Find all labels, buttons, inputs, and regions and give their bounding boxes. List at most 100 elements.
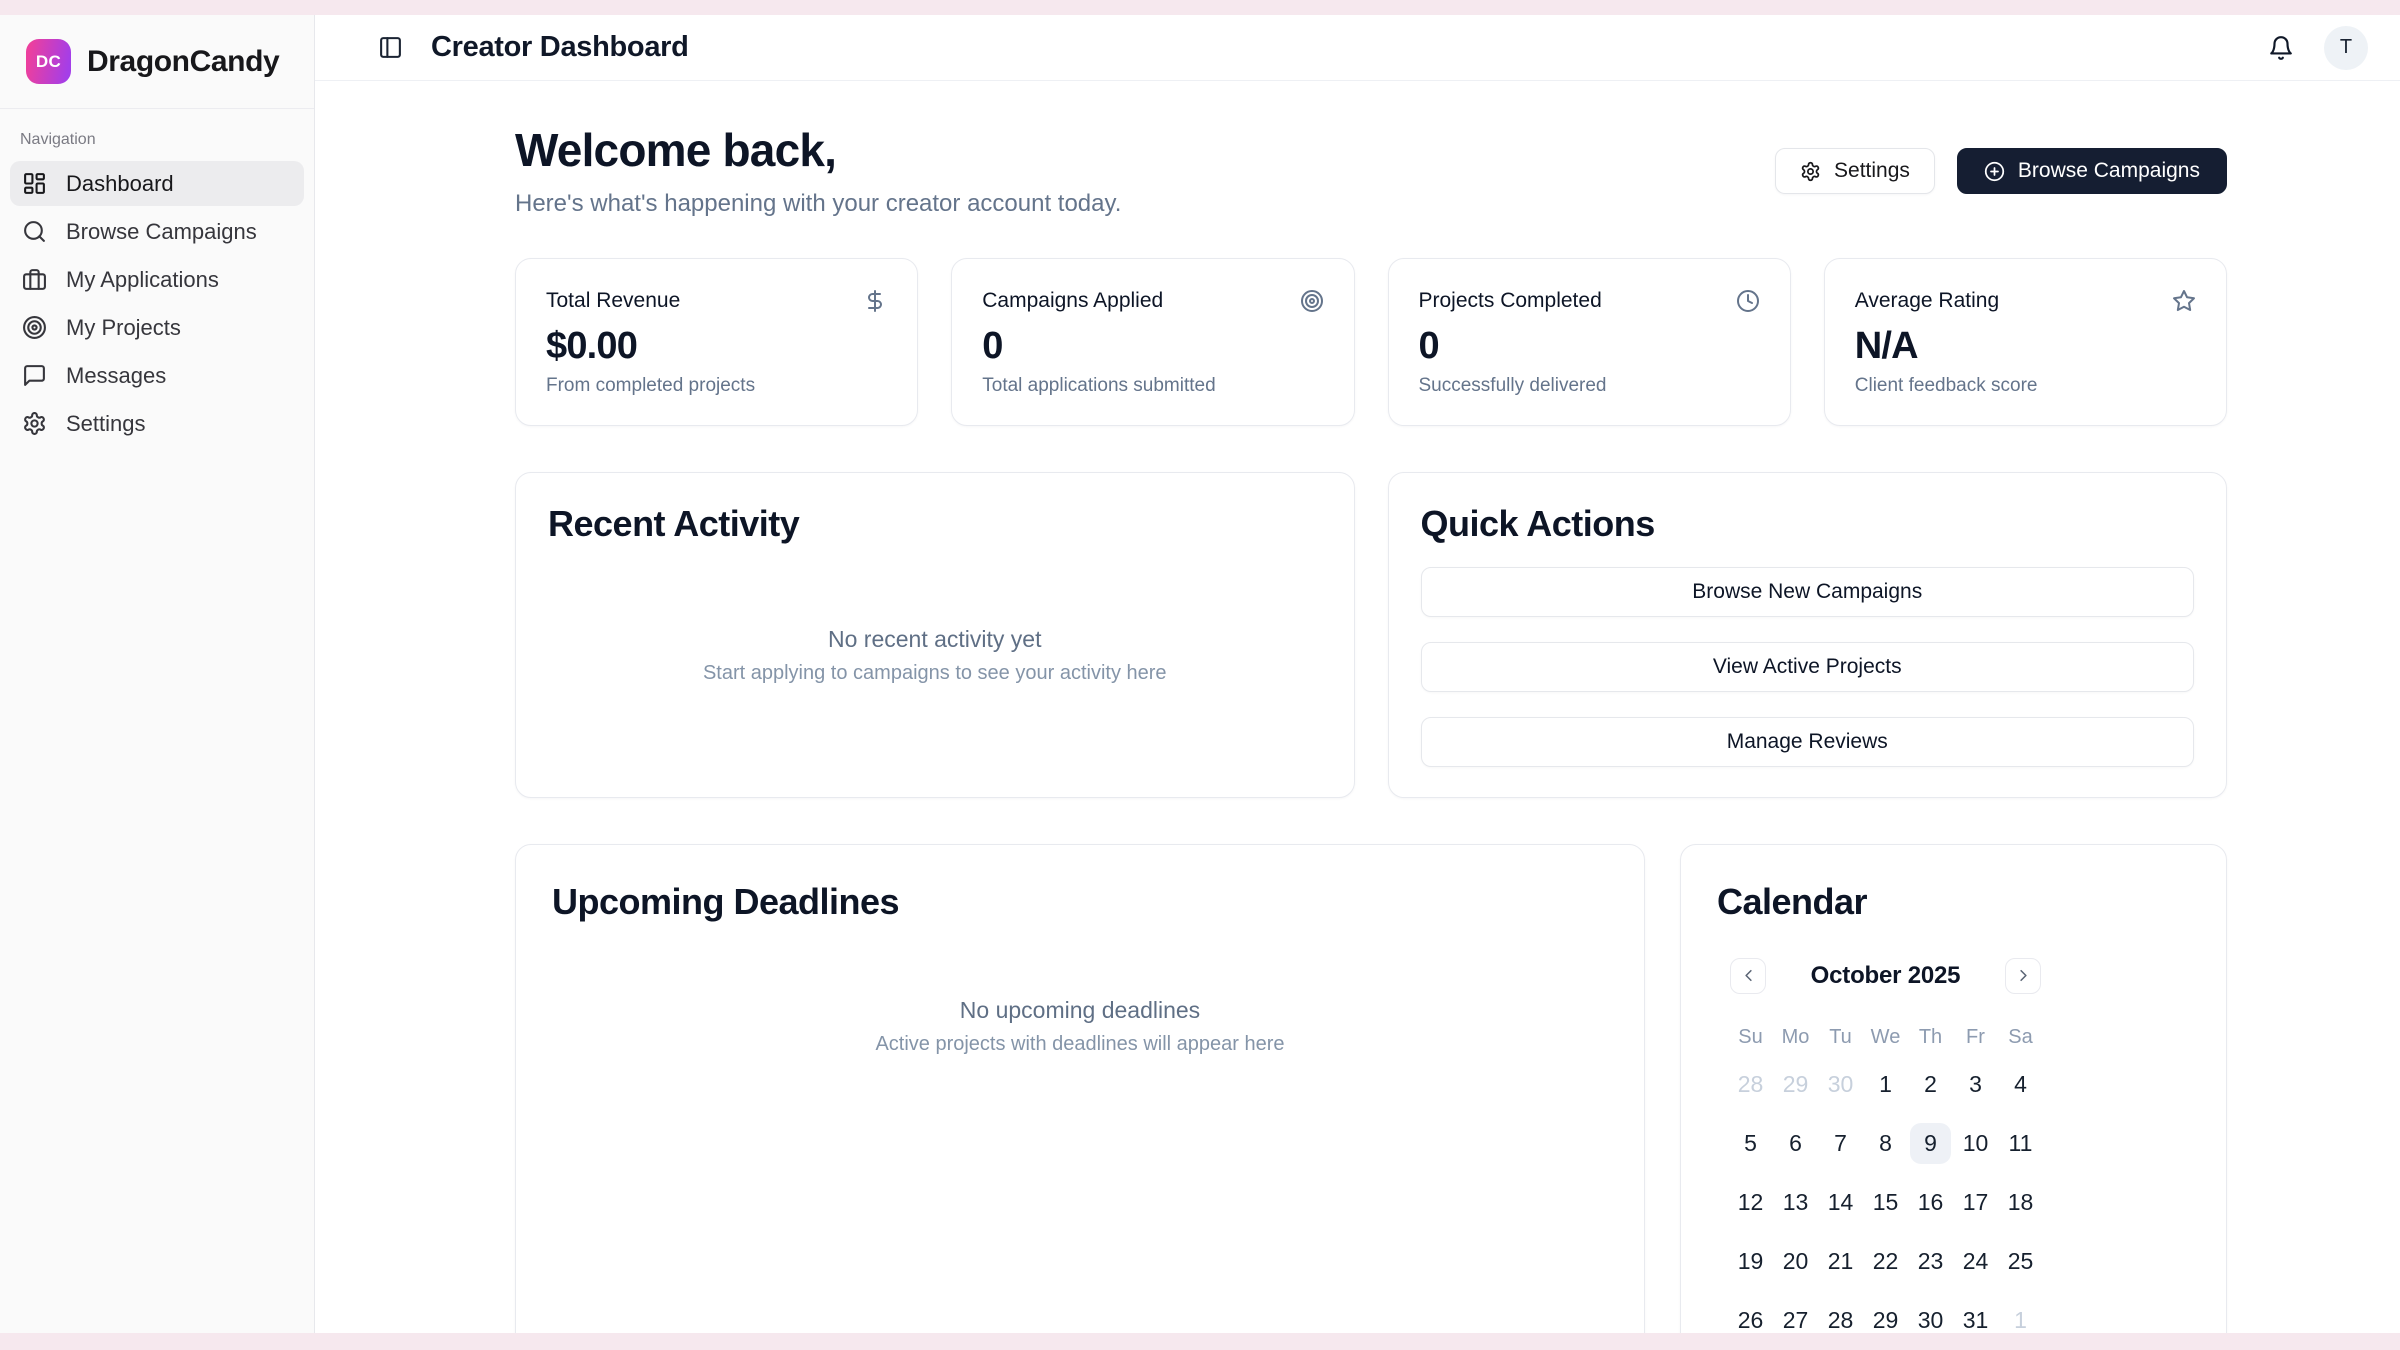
nav-section-label: Navigation xyxy=(20,131,96,148)
bell-icon xyxy=(2268,35,2294,61)
message-icon xyxy=(22,363,47,388)
calendar-day-cell[interactable]: 7 xyxy=(1834,1129,1847,1156)
calendar-day-cell[interactable]: 18 xyxy=(2007,1188,2034,1215)
calendar-day-cell[interactable]: 26 xyxy=(1737,1306,1764,1333)
calendar-day-cell[interactable]: 13 xyxy=(1782,1188,1809,1215)
briefcase-icon xyxy=(22,267,47,292)
sidebar-item-my-applications[interactable]: My Applications xyxy=(10,257,304,302)
upcoming-deadlines-card: Upcoming Deadlines No upcoming deadlines… xyxy=(515,843,1645,1350)
calendar-day-cell[interactable]: 5 xyxy=(1744,1129,1757,1156)
calendar-day-cell[interactable]: 25 xyxy=(2007,1247,2034,1274)
calendar-weekday-label: We xyxy=(1870,1026,1901,1049)
calendar-day-cell[interactable]: 11 xyxy=(2008,1129,2033,1156)
clock-icon xyxy=(1736,289,1760,313)
sidebar-item-my-projects[interactable]: My Projects xyxy=(10,305,304,350)
quick-action-button[interactable]: Browse New Campaigns xyxy=(1420,566,2194,617)
notifications-button[interactable] xyxy=(2264,31,2298,65)
settings-button-label: Settings xyxy=(1834,159,1910,183)
quick-actions-card: Quick Actions Browse New Campaigns View … xyxy=(1387,471,2227,798)
calendar-day-cell[interactable]: 29 xyxy=(1782,1070,1809,1097)
settings-button[interactable]: Settings xyxy=(1775,148,1935,195)
welcome-heading: Welcome back, xyxy=(515,124,837,176)
calendar-day-cell[interactable]: 20 xyxy=(1782,1247,1809,1274)
calendar-day-cell[interactable]: 28 xyxy=(1827,1306,1854,1333)
calendar-day-cell[interactable]: 22 xyxy=(1872,1247,1899,1274)
quick-actions-title: Quick Actions xyxy=(1420,502,1656,544)
brand-name: DragonCandy xyxy=(87,44,280,78)
stat-subtitle: Client feedback score xyxy=(1854,374,2038,396)
calendar-day-cell[interactable]: 31 xyxy=(1962,1306,1989,1333)
welcome-subtitle: Here's what's happening with your creato… xyxy=(515,189,1122,217)
main-area: Creator Dashboard T Welcome back, Here's… xyxy=(315,15,2400,1350)
quick-action-button[interactable]: View Active Projects xyxy=(1420,641,2194,692)
stat-card-average-rating: Average Rating N/A Client feedback score xyxy=(1823,257,2227,426)
calendar-day-cell[interactable]: 28 xyxy=(1737,1070,1764,1097)
calendar-card: Calendar October 2025 xyxy=(1680,843,2227,1350)
calendar-prev-month-button[interactable] xyxy=(1730,957,1766,994)
calendar-day-cell[interactable]: 21 xyxy=(1827,1247,1854,1274)
calendar-day-cell[interactable]: 9 xyxy=(1910,1122,1951,1164)
dollar-icon xyxy=(863,289,887,313)
sidebar-item-label: My Applications xyxy=(66,266,219,292)
calendar-day-cell[interactable]: 3 xyxy=(1969,1070,1982,1097)
calendar-day-cell[interactable]: 29 xyxy=(1872,1306,1899,1333)
calendar-day-cell[interactable]: 4 xyxy=(2014,1070,2027,1097)
calendar-day-cell[interactable]: 19 xyxy=(1737,1247,1764,1274)
sidebar-item-label: Browse Campaigns xyxy=(66,218,257,244)
browse-campaigns-button-label: Browse Campaigns xyxy=(2017,159,2200,183)
calendar-day-cell[interactable]: 2 xyxy=(1924,1070,1937,1097)
panel-left-icon xyxy=(378,35,403,60)
calendar-day-cell[interactable]: 16 xyxy=(1917,1188,1944,1215)
sidebar-toggle-button[interactable] xyxy=(375,33,405,63)
calendar-day-cell[interactable]: 17 xyxy=(1962,1188,1989,1215)
stat-value: N/A xyxy=(1854,324,1919,367)
top-header: Creator Dashboard T xyxy=(315,15,2400,81)
calendar-day-cell[interactable]: 8 xyxy=(1879,1129,1892,1156)
calendar-day-cell[interactable]: 10 xyxy=(1962,1129,1989,1156)
recent-activity-empty-subtitle: Start applying to campaigns to see your … xyxy=(702,662,1167,685)
calendar-day-cell[interactable]: 6 xyxy=(1789,1129,1802,1156)
sidebar-item-browse-campaigns[interactable]: Browse Campaigns xyxy=(10,209,304,254)
stat-card-total-revenue: Total Revenue $0.00 From completed proje… xyxy=(515,257,919,426)
plus-circle-icon xyxy=(1984,161,2005,182)
calendar-day-cell[interactable]: 15 xyxy=(1872,1188,1899,1215)
sidebar-item-messages[interactable]: Messages xyxy=(10,353,304,398)
stat-value: 0 xyxy=(982,324,1003,367)
app-window: DC DragonCandy Navigation Dashboard Brow… xyxy=(0,15,2400,1350)
sidebar: DC DragonCandy Navigation Dashboard Brow… xyxy=(0,15,315,1350)
browse-campaigns-button[interactable]: Browse Campaigns xyxy=(1956,148,2227,195)
stats-row: Total Revenue $0.00 From completed proje… xyxy=(515,257,2227,426)
top-accent-strip xyxy=(0,0,2400,15)
calendar-day-cell[interactable]: 27 xyxy=(1782,1306,1809,1333)
calendar-day-cell[interactable]: 14 xyxy=(1827,1188,1854,1215)
gear-icon xyxy=(22,411,47,436)
stat-title: Total Revenue xyxy=(546,288,681,312)
calendar-weekday-label: Fr xyxy=(1966,1026,1985,1049)
gear-icon xyxy=(1800,161,1821,182)
avatar[interactable]: T xyxy=(2324,25,2368,70)
calendar-weekday-label: Sa xyxy=(2008,1026,2033,1049)
calendar-weekday-label: Su xyxy=(1738,1026,1763,1049)
stat-card-campaigns-applied: Campaigns Applied 0 Total applications s… xyxy=(951,257,1355,426)
deadlines-empty-title: No upcoming deadlines xyxy=(959,996,1201,1023)
calendar-day-cell[interactable]: 30 xyxy=(1917,1306,1944,1333)
sidebar-item-settings[interactable]: Settings xyxy=(10,401,304,446)
calendar-day-cell[interactable]: 1 xyxy=(2014,1306,2027,1333)
calendar-day-cell[interactable]: 1 xyxy=(1879,1070,1892,1097)
calendar-day-cell[interactable]: 30 xyxy=(1827,1070,1854,1097)
sidebar-item-dashboard[interactable]: Dashboard xyxy=(10,161,304,206)
calendar-widget: October 2025 Su xyxy=(1730,957,2041,1341)
calendar-next-month-button[interactable] xyxy=(2005,957,2041,994)
recent-activity-empty-title: No recent activity yet xyxy=(828,626,1042,653)
calendar-day-cell[interactable]: 12 xyxy=(1737,1188,1764,1215)
stat-subtitle: From completed projects xyxy=(546,374,756,396)
calendar-day-cell[interactable]: 24 xyxy=(1962,1247,1989,1274)
sidebar-item-label: My Projects xyxy=(66,314,181,340)
dashboard-icon xyxy=(22,171,47,196)
sidebar-item-label: Settings xyxy=(66,410,146,436)
upcoming-deadlines-title: Upcoming Deadlines xyxy=(552,880,900,922)
calendar-day-cell[interactable]: 23 xyxy=(1917,1247,1944,1274)
quick-action-button[interactable]: Manage Reviews xyxy=(1420,716,2194,767)
calendar-title: Calendar xyxy=(1717,880,1868,922)
sidebar-item-label: Dashboard xyxy=(66,170,174,196)
